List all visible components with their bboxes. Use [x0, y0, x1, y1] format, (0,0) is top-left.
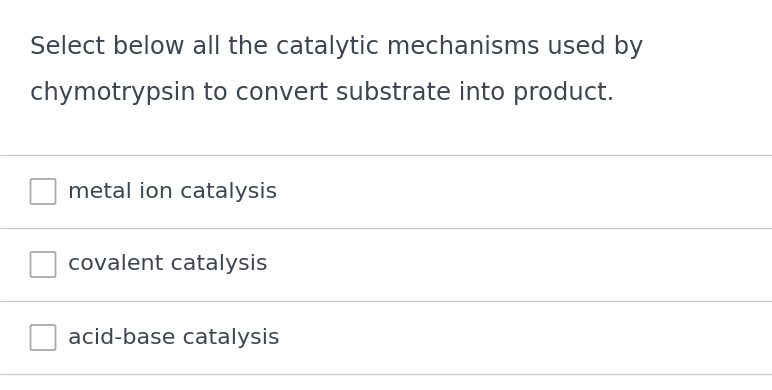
FancyBboxPatch shape	[31, 325, 56, 350]
Text: covalent catalysis: covalent catalysis	[68, 255, 268, 275]
Text: metal ion catalysis: metal ion catalysis	[68, 181, 277, 202]
Text: Select below all the catalytic mechanisms used by: Select below all the catalytic mechanism…	[30, 35, 644, 59]
Text: acid-base catalysis: acid-base catalysis	[68, 328, 279, 347]
FancyBboxPatch shape	[31, 252, 56, 277]
Text: chymotrypsin to convert substrate into product.: chymotrypsin to convert substrate into p…	[30, 81, 615, 105]
FancyBboxPatch shape	[31, 179, 56, 204]
